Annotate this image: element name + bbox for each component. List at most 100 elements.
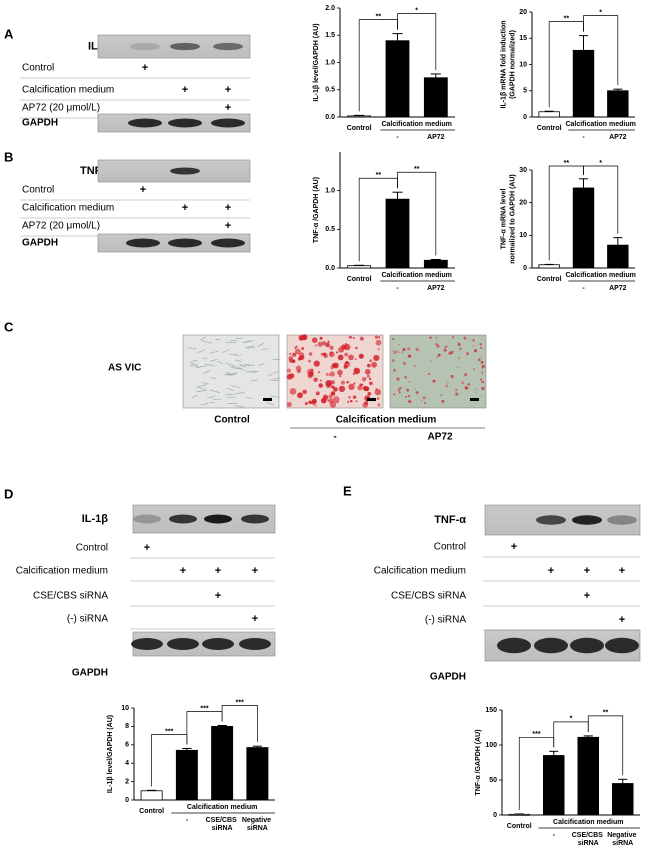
stain-spot — [358, 353, 364, 359]
plus-mark: + — [180, 565, 186, 577]
cell-texture — [235, 405, 245, 408]
cell-texture — [189, 362, 198, 366]
bar — [607, 90, 629, 118]
x-tick-label: - — [582, 134, 585, 141]
stain-spot — [308, 359, 311, 363]
panel-letter: B — [4, 149, 13, 164]
image-label: - — [333, 432, 336, 443]
stain-spot — [348, 395, 351, 399]
blot-band — [572, 515, 602, 525]
row-label: (-) siRNA — [425, 615, 466, 626]
stain-spot — [315, 405, 317, 407]
stain-spot — [392, 338, 395, 341]
micrograph — [182, 334, 280, 409]
stain-spot — [335, 351, 339, 354]
stain-spot — [458, 357, 461, 360]
plus-mark: + — [252, 565, 258, 577]
y-tick-label: 10 — [519, 232, 527, 239]
stain-spot — [347, 400, 350, 403]
stain-spot — [359, 336, 364, 341]
cell-texture — [200, 336, 207, 340]
y-tick-label: 0 — [523, 265, 527, 272]
stain-spot — [374, 335, 379, 339]
stain-spot — [301, 347, 305, 351]
stain-spot — [295, 365, 302, 372]
row-label: CSE/CBS siRNA — [391, 591, 466, 602]
stain-spot — [367, 392, 372, 396]
significance-label: ** — [414, 166, 420, 173]
blot-label: GAPDH — [430, 672, 466, 683]
stain-spot — [330, 380, 335, 385]
cell-texture — [273, 371, 279, 373]
y-tick-label: 1.0 — [325, 188, 335, 195]
cell-texture — [273, 377, 281, 380]
y-tick-label: 50 — [489, 777, 497, 784]
stain-spot — [436, 356, 438, 358]
stain-spot — [408, 394, 411, 398]
significance-label: ** — [603, 710, 609, 717]
cell-texture — [239, 365, 247, 368]
stain-spot — [371, 361, 378, 368]
stain-spot — [393, 393, 396, 396]
plus-mark: + — [619, 614, 625, 626]
stain-spot — [393, 350, 397, 354]
bar — [246, 747, 269, 801]
stain-spot — [480, 356, 483, 358]
cell-texture — [266, 402, 274, 406]
cell-texture — [226, 387, 234, 391]
cell-texture — [215, 338, 221, 341]
stain-spot — [467, 383, 471, 386]
stain-spot — [308, 400, 312, 404]
x-tick-label: Negative siRNA — [242, 817, 273, 832]
stain-spot — [312, 401, 316, 406]
bar — [385, 40, 410, 118]
significance-bracket — [397, 171, 437, 256]
plus-mark: + — [252, 613, 258, 625]
stain-spot — [429, 336, 432, 339]
plus-mark: + — [548, 565, 554, 577]
y-tick-label: 4 — [125, 760, 129, 767]
stain-spot — [430, 360, 432, 362]
cell-texture — [257, 343, 264, 347]
cell-texture — [227, 402, 238, 405]
cell-texture — [258, 363, 265, 366]
stain-spot — [322, 394, 329, 401]
bar — [572, 187, 595, 269]
stain-spot — [479, 343, 482, 346]
y-tick-label: 150 — [485, 707, 497, 714]
stain-spot — [364, 400, 369, 405]
stain-spot — [393, 359, 395, 362]
x-tick-label: Control — [507, 823, 532, 830]
cell-texture — [213, 398, 222, 400]
y-tick-label: 10 — [519, 61, 527, 68]
blot-label: IL-1β — [82, 513, 109, 525]
stain-spot — [306, 368, 314, 376]
stain-spot — [420, 399, 423, 401]
stain-spot — [348, 354, 354, 361]
stain-spot — [432, 379, 436, 383]
stain-spot — [331, 385, 335, 389]
stain-spot — [287, 368, 292, 373]
bar — [211, 726, 234, 801]
blot-band — [213, 42, 243, 51]
stain-spot — [414, 388, 416, 390]
x-tick-label: - — [396, 134, 399, 141]
row-label: Control — [434, 542, 466, 553]
plus-mark: + — [140, 184, 146, 196]
x-tick-label: CSE/CBS siRNA — [206, 817, 239, 832]
stain-spot — [452, 336, 455, 339]
blot-band — [605, 637, 639, 654]
panel-letter: A — [4, 26, 14, 41]
significance-label: *** — [236, 699, 244, 706]
stain-spot — [344, 352, 349, 357]
blot-band — [128, 118, 162, 128]
bar — [538, 111, 560, 118]
stain-spot — [402, 348, 406, 351]
x-tick-label: Control — [139, 808, 164, 815]
stain-spot — [289, 387, 297, 395]
stain-spot — [472, 345, 474, 347]
stain-spot — [364, 368, 371, 375]
stain-spot — [329, 371, 335, 377]
stain-spot — [435, 343, 438, 346]
stain-spot — [313, 377, 318, 382]
